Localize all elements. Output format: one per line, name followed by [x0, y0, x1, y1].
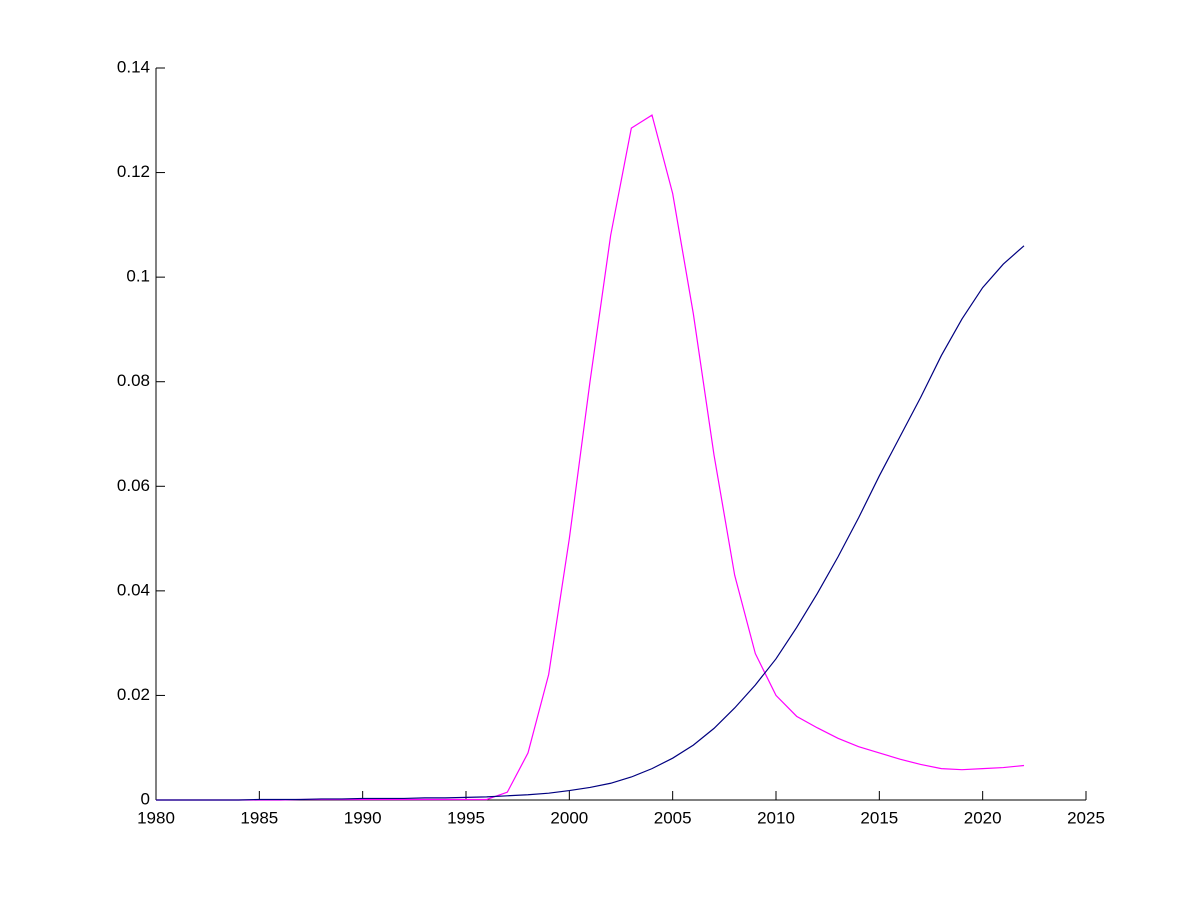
- x-tick-label: 1990: [344, 808, 382, 827]
- x-tick-label: 1995: [447, 808, 485, 827]
- x-tick-label: 1980: [137, 808, 175, 827]
- x-tick-label: 1985: [240, 808, 278, 827]
- x-tick-label: 2005: [654, 808, 692, 827]
- data-line: [156, 245, 1025, 801]
- y-tick-label: 0.02: [117, 685, 150, 704]
- y-tick-label: 0.12: [117, 162, 150, 181]
- x-tick-label: 2015: [860, 808, 898, 827]
- x-tick-label: 2000: [550, 808, 588, 827]
- y-tick-label: 0: [141, 789, 150, 808]
- y-tick-label: 0.14: [117, 57, 150, 76]
- y-tick-label: 0.06: [117, 476, 150, 495]
- y-tick-label: 0.1: [126, 267, 150, 286]
- x-tick-label: 2020: [964, 808, 1002, 827]
- y-tick-label: 0.08: [117, 371, 150, 390]
- x-tick-label: 2010: [757, 808, 795, 827]
- y-tick-label: 0.04: [117, 580, 150, 599]
- x-tick-label: 2025: [1067, 808, 1105, 827]
